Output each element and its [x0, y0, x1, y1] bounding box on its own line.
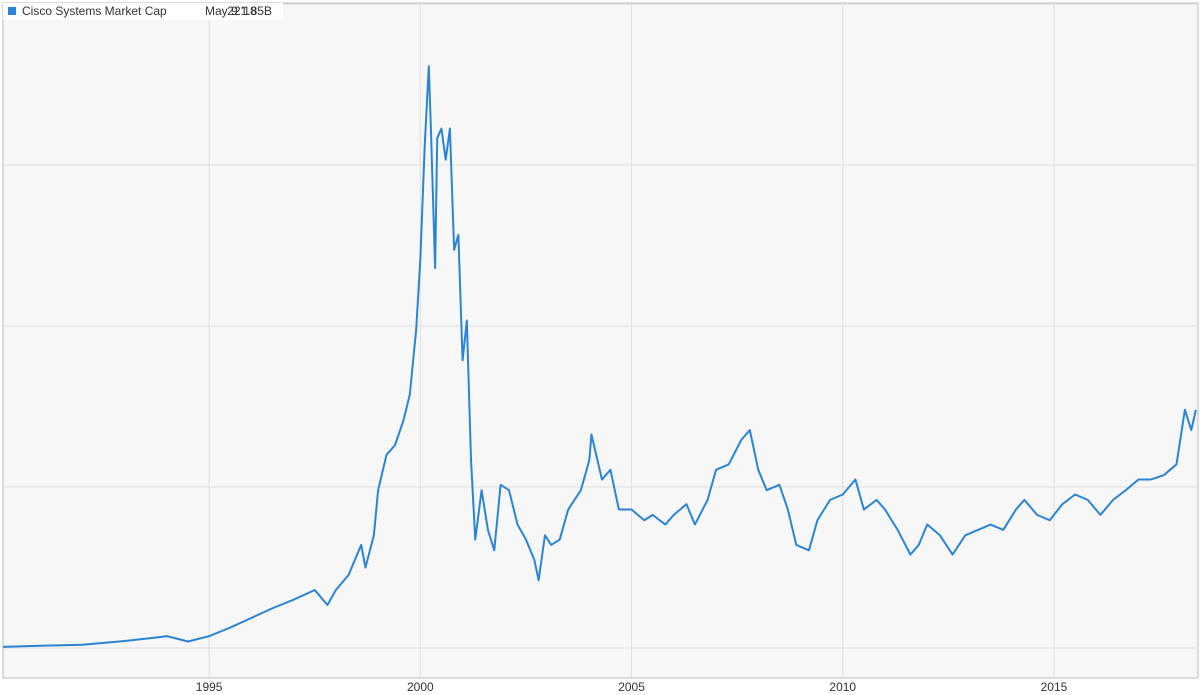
x-tick-label: 1995: [196, 680, 223, 694]
x-tick-label: 2000: [407, 680, 434, 694]
x-tick-label: 2015: [1041, 680, 1068, 694]
series-line: [2, 65, 1197, 648]
lines: [2, 65, 1197, 648]
legend-value: 221.85B: [227, 4, 272, 18]
plot-area: [2, 2, 1199, 679]
legend-label: Cisco Systems Market Cap: [22, 4, 167, 18]
x-tick-label: 2010: [829, 680, 856, 694]
legend-swatch: [8, 7, 16, 15]
x-tick-label: 2005: [618, 680, 645, 694]
legend-box: [3, 3, 283, 20]
legend-date: May 9 '18: [205, 4, 257, 18]
